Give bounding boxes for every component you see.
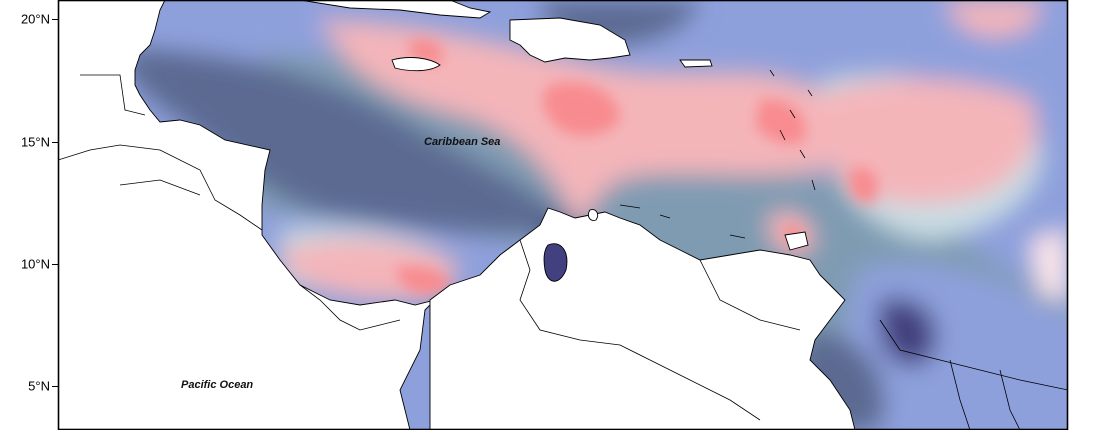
slightly-high-region-edge — [1030, 230, 1068, 300]
lake-maracaibo — [543, 243, 568, 282]
land-central-america — [58, 0, 437, 430]
land-trinidad — [784, 231, 809, 251]
lat-tick-15 — [52, 142, 58, 143]
slightly-high-region-east — [830, 79, 1037, 204]
borders — [58, 69, 1068, 430]
land-jamaica — [391, 57, 441, 72]
lat-tick-20 — [52, 19, 58, 20]
lat-tick-label-10: 10°N — [20, 256, 50, 272]
land-aruba — [587, 209, 599, 221]
label-caribbean-sea: Caribbean Sea — [424, 136, 501, 148]
low-region — [120, 49, 570, 235]
slightly-high-region-northeast — [948, 0, 1040, 37]
lat-tick-label-20: 20°N — [20, 11, 50, 27]
high-region-windward — [849, 167, 879, 204]
low-region-southeast — [878, 298, 937, 367]
high-region-panama — [395, 266, 450, 295]
label-pacific-ocean: Pacific Ocean — [181, 379, 254, 391]
land-hispaniola — [509, 17, 631, 63]
landmasses — [58, 0, 856, 430]
lat-tick-5 — [52, 386, 58, 387]
land-cuba — [299, 0, 492, 19]
lat-tick-label-5: 5°N — [28, 378, 50, 394]
lat-tick-10 — [52, 264, 58, 265]
high-region-central — [543, 82, 620, 136]
high-region-antilles — [755, 99, 806, 145]
lat-tick-label-15: 15°N — [20, 134, 50, 150]
anomaly-field — [58, 0, 1068, 430]
land-puerto-rico — [679, 59, 713, 68]
slightly-low-region-north — [170, 0, 330, 70]
